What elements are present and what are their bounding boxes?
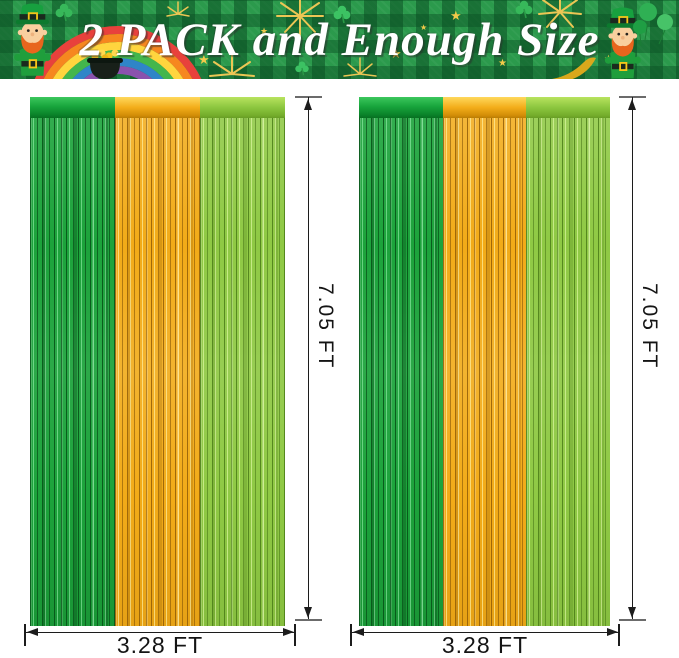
- dimension-tick: [618, 624, 620, 646]
- width-label-right: 3.28 FT: [441, 632, 529, 658]
- dimension-tick: [350, 624, 352, 646]
- leprechaun-icon: [14, 3, 51, 76]
- curtain-stripe-gold: [115, 97, 200, 626]
- svg-text:★: ★: [260, 27, 268, 37]
- width-label-left: 3.28 FT: [116, 632, 204, 658]
- curtain-stripe-dark-green: [359, 97, 443, 626]
- clover-icon: [55, 3, 73, 22]
- foil-header-band: [115, 97, 200, 118]
- svg-text:★: ★: [390, 47, 402, 62]
- foil-fringe: [442, 118, 527, 626]
- foil-fringe: [526, 118, 611, 626]
- foil-fringe: [30, 118, 115, 626]
- foil-header-band: [200, 97, 285, 118]
- fireworks-icon: [166, 0, 582, 77]
- curtain-photo-left: [30, 97, 285, 626]
- dimension-tick: [24, 624, 26, 646]
- foil-fringe: [359, 118, 443, 626]
- curtain-stripe-dark-green: [30, 97, 115, 626]
- clover-icon: [333, 5, 351, 24]
- svg-text:★: ★: [498, 58, 507, 69]
- dimension-cap: [619, 619, 646, 621]
- arrow-right-icon: [607, 628, 618, 636]
- foil-header-band: [359, 97, 443, 118]
- svg-text:★: ★: [450, 9, 462, 24]
- arrow-down-icon: [628, 607, 636, 618]
- svg-text:★: ★: [198, 53, 210, 68]
- foil-header-band: [526, 97, 611, 118]
- foil-fringe: [200, 118, 285, 626]
- leprechaun-icon: [604, 7, 641, 79]
- svg-text:★: ★: [420, 23, 427, 32]
- pot-of-gold-icon: [87, 49, 123, 79]
- curtain-stripe-light-green: [200, 97, 285, 626]
- clover-icon: [295, 61, 309, 76]
- gold-horn-icon: [552, 57, 596, 79]
- clover-icon: [515, 0, 533, 19]
- curtain-stripe-gold: [442, 97, 527, 626]
- foil-header-band: [30, 97, 115, 118]
- dimension-tick: [294, 624, 296, 646]
- width-dimension-line-left: [26, 632, 294, 633]
- height-dimension-line-left: [308, 97, 309, 620]
- curtain-photo-right: [359, 97, 611, 626]
- banner-title: 2 PACK and Enough Size: [79, 14, 600, 66]
- dimension-cap: [295, 619, 322, 621]
- curtain-stripe-light-green: [526, 97, 611, 626]
- foil-header-band: [442, 97, 527, 118]
- width-dimension-line-right: [352, 632, 618, 633]
- height-dimension-line-right: [632, 97, 633, 620]
- height-label-left: 7.05 FT: [314, 283, 337, 370]
- clover-balloons-icon: [633, 3, 673, 47]
- promo-banner: ★ ★ ★ ★ ★ ★ ★: [0, 0, 679, 79]
- arrow-down-icon: [304, 607, 312, 618]
- foil-fringe: [115, 118, 200, 626]
- arrow-right-icon: [283, 628, 294, 636]
- banner-decorations: ★ ★ ★ ★ ★ ★ ★: [14, 0, 673, 79]
- height-label-right: 7.05 FT: [638, 283, 661, 370]
